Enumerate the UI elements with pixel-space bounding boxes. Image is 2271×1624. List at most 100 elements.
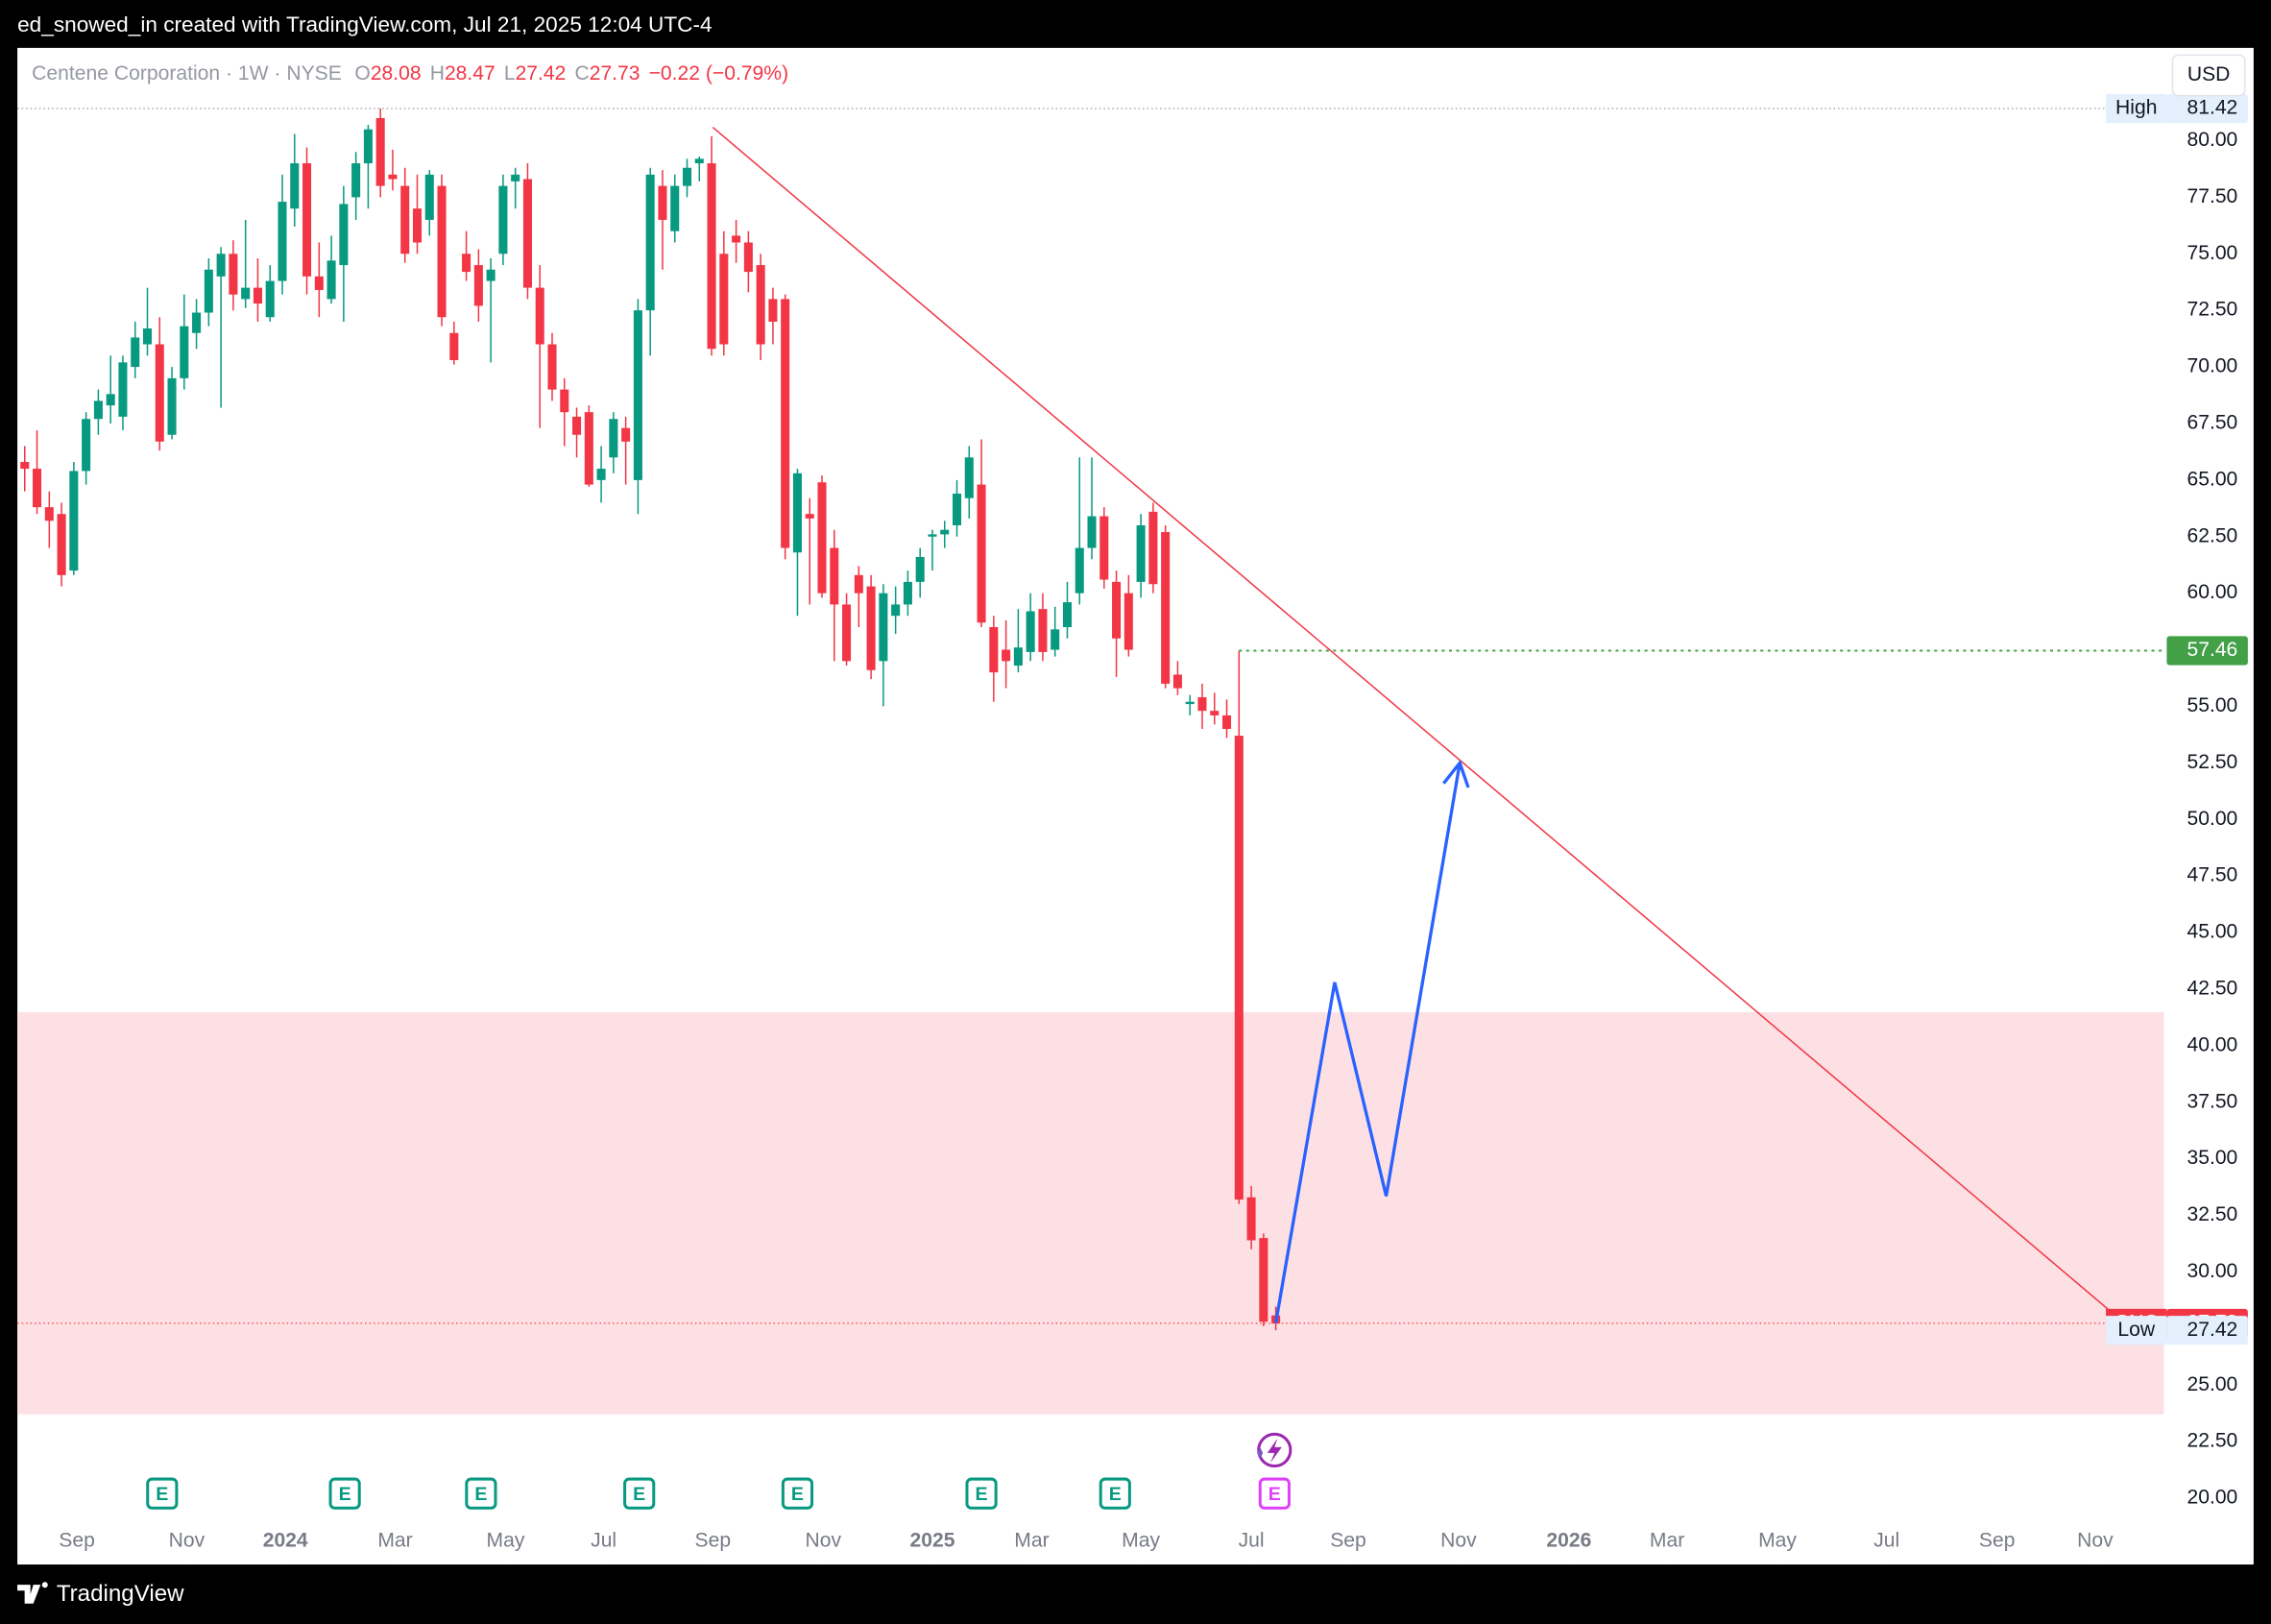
tag-value-box: [2166, 636, 2248, 666]
candle-body: [719, 254, 729, 345]
x-tick-label: Nov: [2077, 1530, 2114, 1552]
earnings-label: E: [156, 1484, 168, 1505]
candle-body: [866, 586, 876, 670]
earnings-label: E: [791, 1484, 804, 1505]
currency: USD: [2187, 63, 2231, 85]
legend-item: Centene Corporation · 1W · NYSE: [32, 62, 342, 85]
candle-body: [44, 507, 54, 521]
candle-body: [118, 362, 128, 417]
x-tick-label: Jul: [1873, 1530, 1899, 1552]
candle-body: [522, 179, 532, 288]
candle-body: [842, 604, 852, 662]
candle-body: [253, 287, 262, 304]
candle-body: [781, 299, 790, 548]
candle-body: [1172, 674, 1182, 689]
tag-value: 57.46: [2186, 639, 2237, 661]
earnings-marker: [781, 1477, 814, 1510]
y-tick-label: 20.00: [2186, 1487, 2237, 1509]
candle-body: [645, 174, 655, 311]
earnings-marker: [965, 1477, 998, 1510]
candle-body: [437, 185, 447, 318]
candle-body: [805, 514, 814, 519]
y-tick-label: 80.00: [2186, 129, 2237, 151]
candle-body: [20, 462, 30, 470]
candle-body: [106, 394, 115, 406]
candle-body: [658, 185, 667, 220]
x-tick-label: Sep: [695, 1530, 732, 1552]
candle-body: [486, 269, 495, 281]
brand-logo: [17, 1582, 48, 1604]
candle-body: [977, 484, 986, 623]
y-tick-label: 60.00: [2186, 581, 2237, 603]
y-tick-label: 50.00: [2186, 808, 2237, 830]
y-tick-label: 65.00: [2186, 468, 2237, 490]
earnings-label: E: [976, 1484, 988, 1505]
candle-body: [1148, 511, 1158, 585]
candle-body: [1234, 736, 1244, 1200]
candle-body: [290, 163, 300, 209]
legend-item: −0.22 (−0.79%): [649, 62, 789, 85]
tag-label-box: [2106, 93, 2167, 124]
lightning-icon: [1257, 1432, 1293, 1468]
candle-body: [535, 287, 544, 345]
tag-value: 81.42: [2186, 97, 2237, 119]
currency-box[interactable]: [2171, 54, 2246, 97]
candle-body: [596, 469, 606, 480]
candle-body: [572, 416, 582, 435]
candle-body: [633, 310, 642, 480]
earnings-label: E: [474, 1484, 487, 1505]
candle-body: [339, 204, 349, 266]
candle-body: [93, 400, 103, 420]
tag-label: High: [2115, 97, 2157, 119]
candle-body: [400, 185, 410, 255]
candle-body: [952, 493, 962, 525]
candle-body: [1221, 715, 1232, 730]
candle-body: [584, 412, 593, 485]
x-tick-label: May: [1758, 1530, 1797, 1552]
earnings-marker: [623, 1477, 656, 1510]
candle-body: [694, 158, 704, 164]
candle-body: [1026, 611, 1035, 652]
candle-body: [903, 581, 912, 605]
candle-body: [1161, 532, 1171, 684]
candle-body: [142, 328, 153, 345]
earnings-label: E: [1268, 1484, 1281, 1505]
candle-body: [732, 235, 741, 243]
earnings-marker: [1258, 1477, 1291, 1510]
candle-body: [1013, 647, 1023, 667]
y-tick-label: 32.50: [2186, 1203, 2237, 1225]
candle-body: [33, 469, 42, 508]
x-tick-label: Sep: [1330, 1530, 1366, 1552]
candle-body: [989, 626, 999, 673]
y-tick-label: 62.50: [2186, 524, 2237, 546]
tag-value: 27.42: [2186, 1319, 2237, 1341]
x-tick-label: 2024: [263, 1530, 308, 1552]
legend-item: 27.42: [516, 62, 567, 85]
candle-body: [609, 419, 618, 458]
y-tick-label: 47.50: [2186, 864, 2237, 886]
brand: TradingView: [57, 1581, 184, 1607]
candle-body: [1123, 593, 1133, 650]
candle-body: [278, 202, 287, 281]
candle-body: [670, 185, 680, 231]
x-tick-label: Mar: [1650, 1530, 1684, 1552]
tag-label: Low: [2117, 1319, 2155, 1341]
candle-body: [743, 242, 753, 273]
y-tick-label: 52.50: [2186, 751, 2237, 773]
candle-body: [229, 254, 238, 295]
projection-path: [1273, 763, 1462, 1323]
candle-body: [560, 389, 569, 413]
candle-body: [756, 265, 765, 345]
earnings-marker: [1099, 1477, 1131, 1510]
candle-body: [1075, 547, 1084, 594]
candle-body: [915, 556, 925, 582]
y-tick-label: 40.00: [2186, 1033, 2237, 1055]
candle-body: [412, 208, 423, 243]
candle-body: [768, 299, 778, 322]
candle-body: [155, 344, 164, 442]
candle-body: [1197, 697, 1207, 712]
candle-body: [82, 419, 91, 472]
candle-body: [879, 593, 888, 662]
x-tick-label: Mar: [1014, 1530, 1049, 1552]
